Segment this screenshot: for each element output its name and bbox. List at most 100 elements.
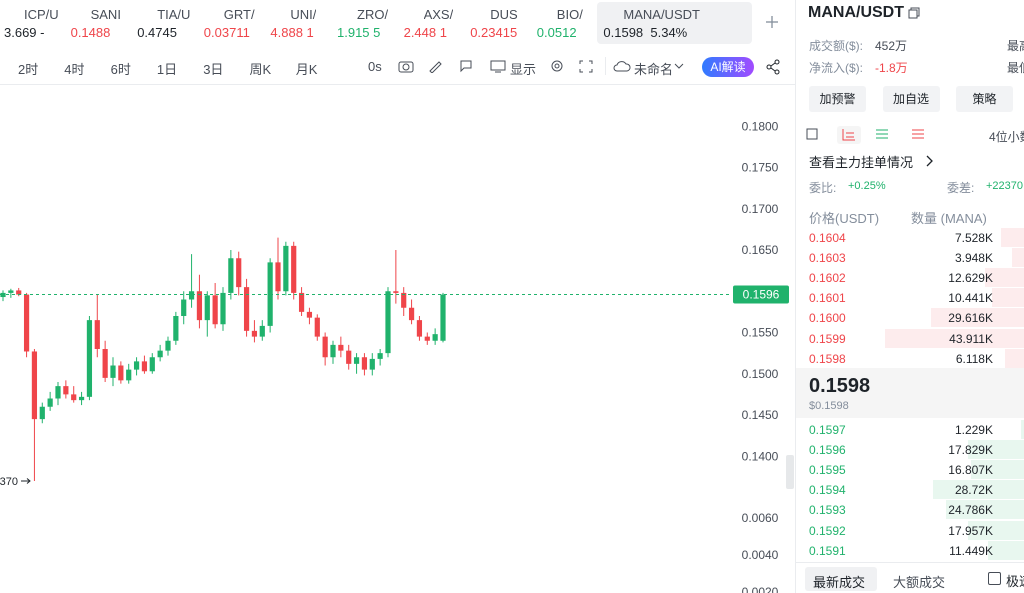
ticker-price[interactable]: 2.448 1 bbox=[403, 25, 447, 40]
ticker-price[interactable]: 0.03711 bbox=[203, 25, 250, 40]
depth-bar bbox=[984, 268, 1024, 288]
ticker-price[interactable]: 0.4745 bbox=[137, 25, 177, 40]
orders-link[interactable]: 查看主力挂单情况 bbox=[809, 155, 914, 170]
book-price[interactable]: 0.1597 bbox=[809, 423, 846, 437]
book-price[interactable]: 0.1601 bbox=[809, 291, 846, 306]
chevron-right bbox=[926, 155, 933, 167]
depth-bar bbox=[885, 328, 1024, 348]
interval[interactable]: 周K bbox=[249, 62, 272, 77]
book-price[interactable]: 0.1592 bbox=[809, 523, 846, 538]
scroll-handle[interactable] bbox=[786, 455, 794, 489]
mode-icon[interactable] bbox=[876, 129, 888, 139]
candle-body bbox=[346, 350, 352, 364]
book-price[interactable]: 0.1591 bbox=[809, 543, 846, 558]
mode-icon[interactable] bbox=[842, 129, 855, 141]
diff-value: +22370 bbox=[986, 180, 1024, 192]
interval[interactable]: 1日 bbox=[156, 62, 178, 77]
ticker-symbol[interactable]: TIA/U bbox=[157, 7, 191, 22]
indicator-icon[interactable] bbox=[458, 59, 474, 73]
active-tab-bg bbox=[597, 2, 752, 44]
display-button[interactable]: 显示 bbox=[510, 62, 537, 77]
book-amount: 12.629K bbox=[948, 271, 993, 286]
action-button[interactable]: 策略 bbox=[956, 86, 1013, 112]
action-button[interactable]: 加预警 bbox=[809, 86, 866, 112]
book-amount: 17.957K bbox=[948, 523, 993, 538]
ticker-symbol[interactable]: SANI bbox=[90, 7, 121, 22]
candle-body bbox=[110, 365, 116, 378]
ticker-symbol[interactable]: ICP/U bbox=[24, 7, 59, 22]
ticker-price[interactable]: 1.915 5 bbox=[337, 25, 381, 40]
book-price[interactable]: 0.1599 bbox=[809, 331, 846, 346]
depth-bar bbox=[971, 460, 1024, 480]
ticker-price[interactable]: 0.1488 bbox=[70, 25, 111, 40]
ticker-symbol[interactable]: GRT/ bbox=[223, 7, 255, 22]
book-price[interactable]: 0.1598 bbox=[809, 351, 846, 366]
ticker-symbol[interactable]: MANA/USDT bbox=[623, 7, 700, 22]
share-icon[interactable] bbox=[765, 59, 781, 75]
y-tick-label: 0.1450 bbox=[742, 408, 779, 422]
y-tick-label: 0.1500 bbox=[742, 367, 779, 381]
trade-tab[interactable]: 大额成交 bbox=[893, 575, 946, 590]
ratio-value: +0.25% bbox=[848, 180, 886, 192]
mode-icon[interactable] bbox=[912, 129, 924, 139]
display-icon[interactable] bbox=[490, 59, 506, 73]
interval[interactable]: 月K bbox=[295, 62, 318, 77]
interval[interactable]: 2时 bbox=[18, 62, 39, 77]
copy-icon[interactable] bbox=[908, 7, 920, 19]
book-price[interactable]: 0.1593 bbox=[809, 503, 846, 518]
book-price[interactable]: 0.1603 bbox=[809, 251, 846, 266]
ticker-symbol[interactable]: DUS bbox=[490, 7, 518, 22]
candle-body bbox=[393, 291, 399, 293]
ticker-price[interactable]: 0.1598 5.34% bbox=[603, 25, 688, 40]
candle-body bbox=[401, 292, 407, 308]
camera-icon[interactable] bbox=[398, 59, 414, 73]
action-button[interactable]: 加自选 bbox=[882, 86, 940, 112]
volume-tick-label: 0.0020 bbox=[742, 585, 779, 593]
ticker-tabs: ICP/U 3.669 - SANI 0.1488 TIA/U 0.4745 GRT/0.0… bbox=[0, 0, 795, 48]
mode-icon[interactable] bbox=[806, 128, 818, 140]
candle-body bbox=[8, 290, 14, 293]
checkbox[interactable] bbox=[988, 572, 1001, 585]
settings-icon[interactable] bbox=[549, 59, 565, 73]
candle-body bbox=[236, 258, 242, 288]
candle-body bbox=[181, 299, 187, 316]
tab-active-bg bbox=[805, 567, 877, 591]
book-amount: 6.118K bbox=[955, 351, 993, 366]
y-tick-label: 0.1750 bbox=[742, 161, 779, 175]
ticker-symbol[interactable]: BIO/ bbox=[556, 7, 583, 22]
ticker-price[interactable]: 0.0512 bbox=[536, 25, 577, 40]
candle-body bbox=[126, 369, 132, 381]
candle-body bbox=[196, 291, 203, 321]
interval[interactable]: 6时 bbox=[110, 62, 131, 77]
layout-name[interactable]: 未命名 bbox=[634, 62, 674, 77]
book-price[interactable]: 0.1594 bbox=[809, 483, 846, 498]
ticker-symbol[interactable]: ZRO/ bbox=[357, 7, 389, 22]
ai-button[interactable]: AI解读 bbox=[702, 57, 754, 77]
ticker-price[interactable]: 0.23415 bbox=[470, 25, 518, 40]
book-price[interactable]: 0.1600 bbox=[809, 311, 846, 326]
fullscreen-icon[interactable] bbox=[578, 59, 594, 73]
book-price[interactable]: 0.1596 bbox=[809, 443, 846, 458]
book-price[interactable]: 0.1602 bbox=[809, 271, 846, 286]
volume-tick-label: 0.0060 bbox=[742, 511, 779, 525]
interval[interactable]: 4时 bbox=[64, 62, 85, 77]
trade-tab[interactable]: 最新成交 bbox=[813, 575, 866, 590]
candle-body bbox=[118, 365, 124, 381]
cloud-icon[interactable] bbox=[613, 59, 631, 73]
candle-body bbox=[173, 316, 179, 341]
ticker-price[interactable]: 3.669 - bbox=[4, 25, 45, 40]
book-price[interactable]: 0.1595 bbox=[809, 463, 846, 478]
draw-icon[interactable] bbox=[428, 59, 444, 73]
book-price[interactable]: 0.1604 bbox=[809, 231, 846, 245]
ticker-symbol[interactable]: AXS/ bbox=[423, 7, 454, 22]
add-tab-icon[interactable] bbox=[764, 14, 780, 30]
precision[interactable]: 4位小数 bbox=[989, 130, 1024, 144]
fast-mode[interactable]: 极速 bbox=[1006, 574, 1024, 589]
stat-label: 净流入($): bbox=[809, 61, 864, 75]
y-tick-label: 0.1700 bbox=[742, 202, 779, 216]
ticker-price[interactable]: 4.888 1 bbox=[270, 25, 314, 40]
interval[interactable]: 3日 bbox=[203, 62, 224, 77]
ticker-symbol[interactable]: UNI/ bbox=[290, 7, 317, 22]
candle-body bbox=[94, 320, 100, 349]
